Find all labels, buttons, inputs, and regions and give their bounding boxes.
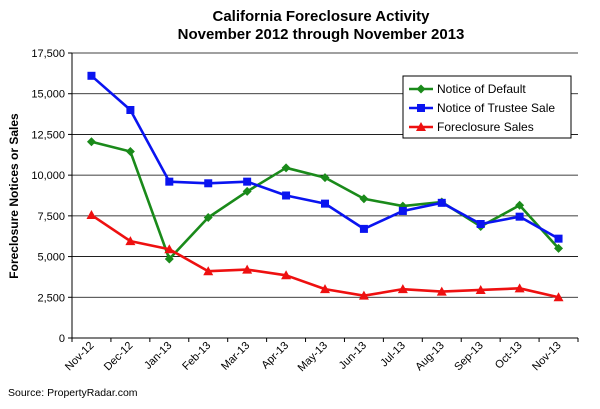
series-1	[87, 71, 563, 243]
y-tick-label: 5,000	[37, 252, 65, 264]
data-point	[320, 173, 330, 183]
data-point	[475, 284, 486, 294]
data-point	[164, 244, 175, 254]
data-point	[165, 177, 174, 186]
data-point	[86, 137, 96, 147]
legend: Notice of Default Notice of Trustee Sale F…	[402, 75, 572, 139]
data-point	[397, 284, 408, 294]
legend-marker	[416, 84, 426, 94]
data-point	[125, 147, 135, 157]
chart-subtitle: November 2012 through November 2013	[178, 26, 465, 43]
series-group	[86, 71, 564, 302]
data-point	[204, 179, 213, 188]
data-point	[398, 206, 407, 215]
x-tick-label: Feb-13	[180, 340, 213, 373]
data-point	[554, 234, 563, 243]
x-tick-label: Jun-13	[337, 340, 369, 372]
data-point	[203, 212, 213, 222]
data-point	[321, 199, 329, 208]
data-point	[359, 224, 368, 233]
data-point	[514, 283, 525, 293]
y-tick-label: 2,500	[37, 292, 65, 304]
y-axis: 0 2,500 5,000 7,500 10,000 12,500 15,000 17,500	[31, 48, 73, 345]
data-point	[203, 266, 214, 276]
data-point	[126, 106, 135, 114]
y-axis-label: Foreclosure Notices or Sales	[7, 113, 21, 279]
x-tick-label: Apr-13	[259, 340, 291, 372]
x-axis: Nov-12 Dec-12 Jan-13 Feb-13 Mar-13 Apr-13 May-…	[63, 337, 579, 374]
data-point	[86, 210, 97, 220]
x-tick-label: Nov-13	[530, 340, 564, 374]
legend-label: Foreclosure Sales	[437, 120, 534, 134]
data-point	[281, 163, 291, 173]
legend-entry: Notice of Trustee Sale	[409, 101, 555, 115]
x-tick-label: Oct-13	[493, 340, 525, 372]
data-point	[281, 270, 292, 280]
y-tick-label: 0	[59, 333, 65, 345]
data-point	[358, 290, 369, 300]
gridlines	[72, 52, 578, 298]
chart-title: California Foreclosure Activity	[212, 8, 430, 25]
x-tick-label: Jan-13	[142, 340, 174, 372]
data-point	[436, 286, 447, 296]
data-point	[437, 198, 446, 207]
data-point	[515, 200, 525, 210]
legend-entry: Notice of Default	[409, 82, 526, 96]
data-point	[476, 220, 485, 228]
data-point	[515, 212, 524, 221]
x-tick-label: Sep-13	[452, 340, 486, 374]
y-tick-label: 10,000	[31, 170, 65, 182]
x-tick-label: Dec-12	[102, 340, 136, 374]
data-point	[242, 264, 253, 274]
data-point	[554, 243, 564, 253]
y-tick-label: 7,500	[37, 211, 65, 223]
data-point	[125, 236, 136, 246]
legend-label: Notice of Trustee Sale	[437, 101, 555, 115]
data-point	[553, 292, 564, 302]
data-point	[243, 177, 252, 186]
y-tick-label: 17,500	[31, 48, 65, 60]
data-point	[282, 191, 291, 200]
legend-entry: Foreclosure Sales	[409, 120, 534, 134]
x-tick-label: Jul-13	[378, 340, 408, 370]
series-2	[86, 210, 564, 302]
data-point	[87, 71, 96, 80]
x-tick-label: Mar-13	[219, 340, 252, 373]
x-tick-label: Aug-13	[413, 340, 447, 374]
legend-marker	[417, 104, 425, 112]
source-note: Source: PropertyRadar.com	[8, 387, 138, 399]
data-point	[359, 194, 369, 204]
x-tick-label: Nov-12	[63, 340, 97, 374]
x-tick-label: May-13	[296, 340, 330, 374]
y-tick-label: 15,000	[31, 89, 65, 101]
data-point	[242, 186, 252, 196]
legend-marker	[416, 122, 426, 131]
legend-label: Notice of Default	[437, 82, 526, 96]
y-tick-label: 12,500	[31, 129, 65, 141]
data-point	[164, 254, 174, 264]
data-point	[320, 284, 330, 294]
